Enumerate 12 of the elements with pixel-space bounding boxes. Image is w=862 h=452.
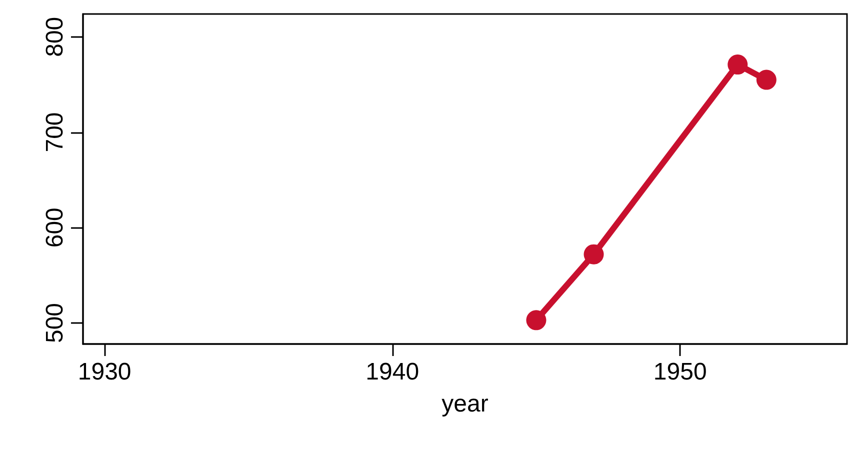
x-axis-title: year (442, 390, 488, 418)
y-tick-label: 800 (42, 16, 68, 57)
x-tick-label: 1940 (366, 358, 420, 386)
point (584, 244, 604, 264)
point (728, 54, 748, 75)
y-tick-label: 600 (42, 208, 68, 248)
y-tick-label: 500 (42, 302, 68, 344)
point (756, 70, 776, 90)
x-tick-label: 1950 (653, 358, 707, 386)
point (526, 310, 546, 330)
y-tick-label: 700 (42, 112, 68, 152)
x-tick-label: 1930 (78, 358, 132, 386)
